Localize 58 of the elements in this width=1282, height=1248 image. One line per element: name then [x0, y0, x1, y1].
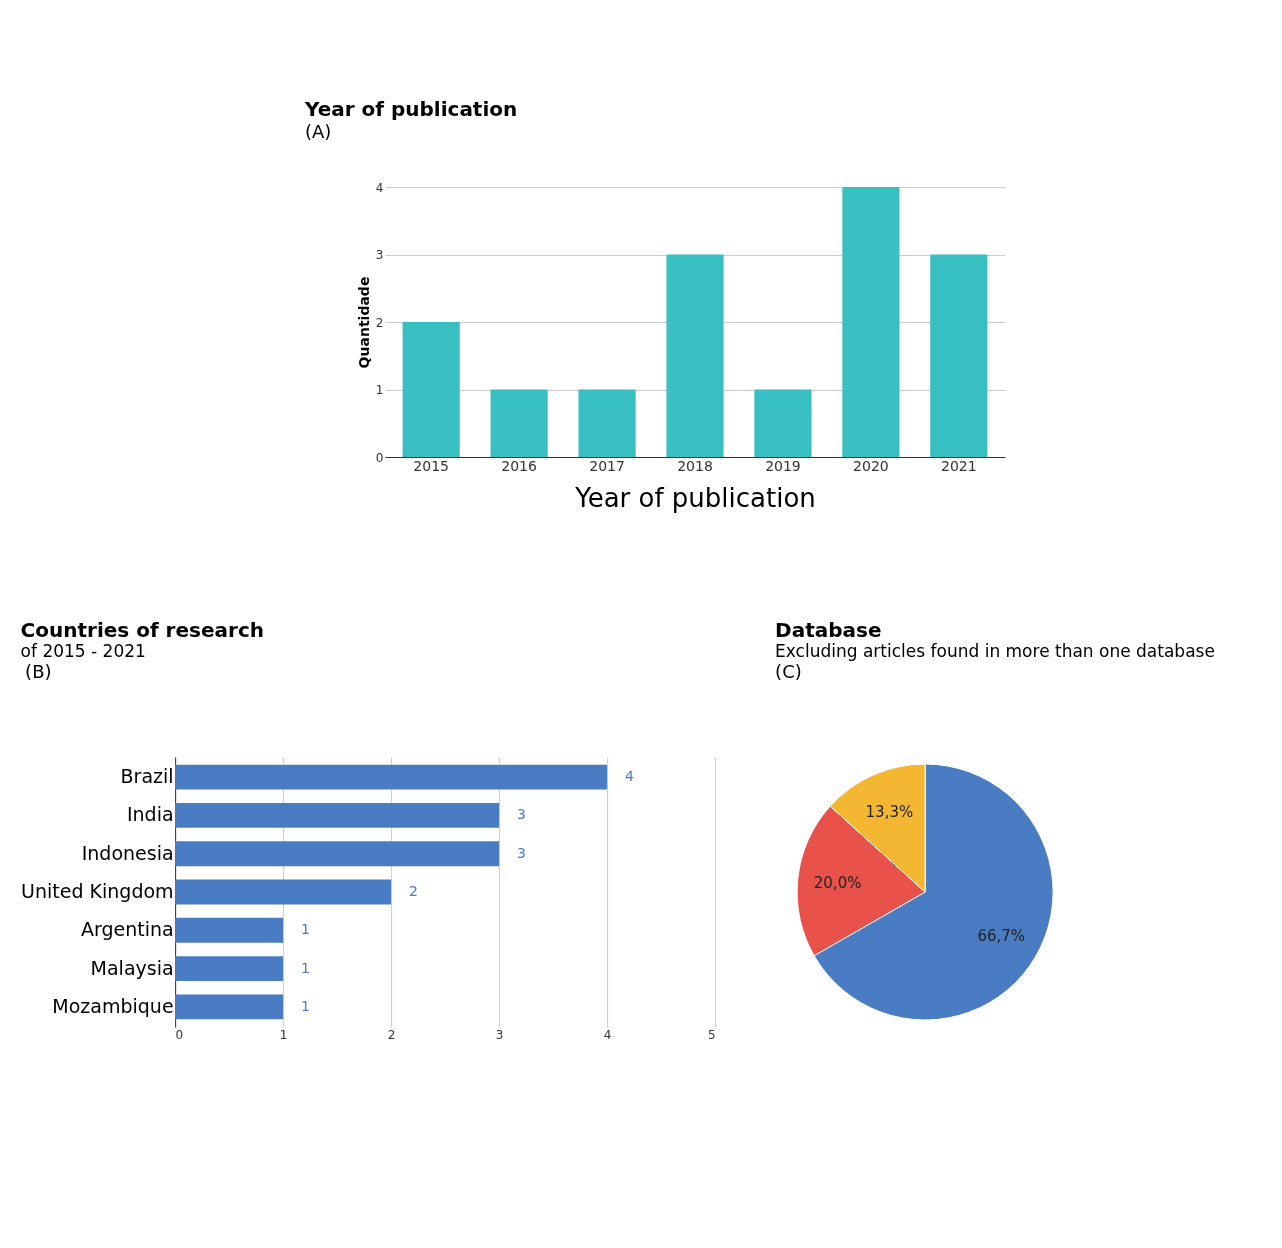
x-tick-label: 5 [707, 1027, 716, 1042]
y-tick-label: Malaysia [90, 956, 174, 979]
data-label: 66,7% [977, 927, 1026, 946]
y-tick-label: Mozambique [52, 994, 174, 1017]
x-tick-label: 3 [495, 1027, 504, 1042]
x-tick-label: 2 [387, 1027, 396, 1042]
text: (A) [305, 121, 332, 142]
y-tick-label: 1 [375, 383, 384, 397]
data-label: 3 [517, 844, 527, 861]
x-tick-label: 4 [603, 1027, 612, 1042]
y-tick-label: United Kingdom [21, 880, 174, 902]
x-tick-label: 1 [279, 1027, 288, 1042]
x-tick-label: 2020 [853, 457, 889, 474]
bar [175, 764, 608, 790]
y-tick-label: Brazil [120, 765, 174, 788]
x-tick-label: 2017 [589, 457, 625, 474]
bar [175, 956, 284, 982]
bar [666, 254, 724, 457]
y-tick-label: 2 [375, 315, 384, 330]
chart-subtitle: of 2015 - 2021 [20, 641, 146, 661]
y-tick-label: Argentina [80, 918, 174, 941]
bar [175, 879, 392, 905]
bar [175, 917, 284, 943]
data-label: 2 [409, 883, 419, 899]
x-tick-label: 2016 [501, 457, 538, 474]
x-tick-label: 2021 [941, 457, 977, 474]
y-tick-label: 3 [375, 248, 384, 262]
x-tick-label: 2018 [677, 457, 713, 474]
text: (B) [25, 661, 52, 682]
data-label: 3 [517, 806, 527, 823]
bar [754, 389, 812, 457]
bar [930, 254, 988, 457]
bar [175, 841, 500, 867]
x-tick-label: 0 [175, 1027, 184, 1042]
x-tick-label: 2015 [413, 457, 449, 474]
y-axis-title: Quantidade [355, 276, 372, 369]
text: (C) [775, 661, 802, 682]
bar [490, 389, 548, 457]
data-label: 13,3% [865, 802, 914, 821]
y-tick-label: 4 [375, 180, 384, 195]
bar [175, 994, 284, 1020]
y-tick-label: Indonesia [81, 841, 174, 864]
data-label: 1 [301, 959, 311, 976]
chart-title: Countries of research [20, 618, 264, 642]
x-tick-label: 2019 [765, 457, 801, 474]
chart-subtitle: Excluding articles found in more than one database [775, 641, 1215, 661]
data-label: 1 [301, 997, 311, 1014]
data-label: 20,0% [813, 873, 862, 892]
x-axis-title: Year of publication [574, 482, 816, 513]
chart-title: Year of publication [304, 97, 518, 121]
data-label: 1 [301, 921, 311, 938]
y-tick-label: India [126, 803, 174, 826]
data-label: 4 [625, 768, 635, 785]
bar [402, 322, 460, 457]
bar [842, 187, 900, 457]
bar [578, 389, 636, 457]
bar [175, 802, 500, 828]
chart-title: Database [775, 618, 882, 642]
